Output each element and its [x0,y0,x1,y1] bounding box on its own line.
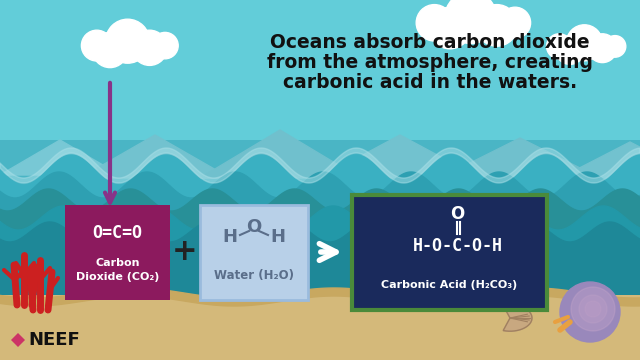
Text: O=C=O: O=C=O [93,224,143,242]
Bar [0,295,640,360]
FancyBboxPatch shape [200,205,308,300]
Circle shape [81,30,112,61]
Text: Oceans absorb carbon dioxide: Oceans absorb carbon dioxide [270,32,590,51]
Circle shape [120,24,148,52]
Polygon shape [560,142,640,178]
Text: Carbonic Acid (H₂CO₃): Carbonic Acid (H₂CO₃) [381,280,518,290]
Polygon shape [200,130,360,178]
Circle shape [588,34,617,63]
Circle shape [566,25,602,61]
Circle shape [556,36,584,64]
Text: H-O-C-O-H: H-O-C-O-H [413,237,502,255]
Circle shape [579,295,607,323]
Text: H: H [223,228,237,246]
Circle shape [132,30,167,66]
Polygon shape [503,305,532,331]
Circle shape [476,5,518,46]
Circle shape [571,287,615,331]
Text: NEEF: NEEF [28,331,80,349]
Circle shape [499,7,531,39]
Circle shape [152,32,178,59]
Text: O: O [246,218,262,236]
Text: Carbon: Carbon [95,258,140,268]
Circle shape [445,0,497,44]
Bar [0,140,640,360]
Text: H: H [271,228,285,246]
Text: Dioxide (CO₂): Dioxide (CO₂) [76,272,159,282]
Text: carbonic acid in the waters.: carbonic acid in the waters. [283,72,577,91]
Circle shape [578,28,602,52]
Polygon shape [11,333,25,347]
Circle shape [106,19,150,63]
Circle shape [547,34,572,59]
Text: +: + [172,238,198,266]
FancyBboxPatch shape [65,205,170,300]
Circle shape [429,7,471,49]
Circle shape [560,282,620,342]
Circle shape [416,5,452,41]
FancyBboxPatch shape [352,195,547,310]
Circle shape [604,36,626,57]
Circle shape [461,0,495,31]
Polygon shape [440,138,600,178]
Circle shape [92,32,127,68]
Text: Water (H₂O): Water (H₂O) [214,269,294,282]
Polygon shape [80,135,230,178]
Text: O: O [451,205,465,223]
Bar [0,215,640,360]
Polygon shape [0,140,120,175]
Circle shape [585,301,601,317]
Text: from the atmosphere, creating: from the atmosphere, creating [267,53,593,72]
Polygon shape [320,135,480,178]
